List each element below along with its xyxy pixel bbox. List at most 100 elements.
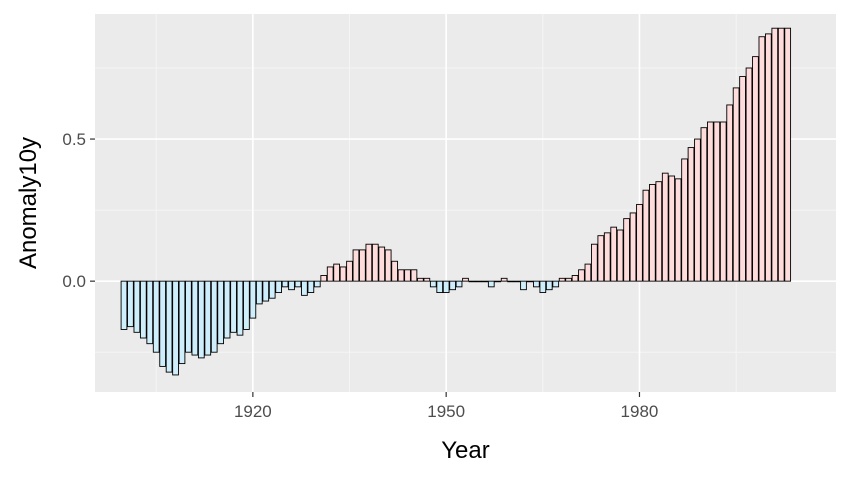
bar <box>784 27 792 282</box>
bars <box>120 27 792 376</box>
bar <box>165 280 173 373</box>
bar <box>732 87 740 282</box>
y-axis-title: Anomaly10y <box>15 137 42 269</box>
x-tick-label: 1950 <box>427 402 465 421</box>
bar <box>507 280 514 283</box>
bar <box>172 280 179 376</box>
bar <box>152 280 160 353</box>
bar <box>610 226 618 282</box>
y-tick-label: 0.0 <box>62 272 86 291</box>
bar <box>494 280 502 283</box>
bar <box>739 76 746 282</box>
bar <box>636 203 643 282</box>
bar <box>681 158 688 282</box>
bar <box>178 280 186 365</box>
y-tick-label: 0.5 <box>62 130 86 149</box>
bar <box>371 243 379 282</box>
bar <box>139 280 147 339</box>
bar <box>668 175 676 282</box>
bar <box>352 249 360 282</box>
bar <box>539 280 547 293</box>
x-axis: 1920 1950 1980 <box>234 392 658 421</box>
bar <box>204 280 212 356</box>
bar <box>378 246 386 282</box>
bar <box>603 232 611 282</box>
bar <box>533 280 540 288</box>
bar <box>191 280 199 356</box>
bar <box>520 280 527 291</box>
bar <box>752 56 759 282</box>
bar <box>133 280 141 333</box>
bar <box>185 280 192 353</box>
bar <box>197 280 205 359</box>
bar <box>597 235 605 282</box>
bar <box>288 280 295 291</box>
bar <box>642 189 650 282</box>
bar <box>584 263 592 282</box>
bar <box>449 280 456 291</box>
bar <box>661 172 669 282</box>
bar <box>146 280 154 345</box>
bar <box>616 229 624 282</box>
bar <box>591 243 598 282</box>
x-tick-label: 1920 <box>234 402 272 421</box>
bar <box>655 181 663 282</box>
bar <box>359 249 366 282</box>
bar <box>649 184 656 282</box>
bar <box>771 27 779 282</box>
bar <box>552 280 560 288</box>
bar <box>294 280 302 288</box>
bar <box>262 280 270 302</box>
bar <box>230 280 237 333</box>
bar <box>346 260 353 282</box>
bar <box>629 212 637 282</box>
bar <box>275 280 282 293</box>
bar <box>384 249 392 282</box>
bar <box>243 280 250 330</box>
bar <box>159 280 167 367</box>
bar <box>301 280 308 296</box>
bar <box>694 138 701 282</box>
bar <box>423 277 431 282</box>
bar <box>713 121 721 282</box>
bar <box>687 147 695 282</box>
bar <box>417 277 424 282</box>
bar <box>455 280 463 288</box>
bar <box>429 280 437 288</box>
bar <box>442 280 450 293</box>
bar <box>700 127 708 282</box>
x-tick-label: 1980 <box>621 402 659 421</box>
bar <box>217 280 224 345</box>
bar <box>558 277 566 282</box>
bar <box>281 280 289 288</box>
bar <box>307 280 315 293</box>
bar <box>764 33 772 282</box>
bar <box>120 280 128 330</box>
bar <box>236 280 244 336</box>
bar <box>436 280 444 293</box>
bar <box>513 280 521 283</box>
bar <box>468 280 476 283</box>
bar <box>313 280 321 288</box>
bar <box>223 280 231 339</box>
bar <box>320 275 328 282</box>
bar <box>397 269 405 282</box>
bar <box>462 277 469 282</box>
bar <box>268 280 276 299</box>
bar <box>210 280 218 353</box>
bar <box>745 67 753 282</box>
bar <box>410 269 418 282</box>
bar <box>339 266 347 282</box>
bar <box>758 36 766 282</box>
y-axis: 0.0 0.5 <box>62 130 95 291</box>
bar <box>404 269 411 282</box>
bar <box>391 260 398 282</box>
bar <box>719 121 727 282</box>
bar <box>526 280 534 283</box>
bar <box>578 269 585 282</box>
bar <box>726 104 734 282</box>
bar <box>545 280 553 291</box>
bar <box>707 121 714 282</box>
bar <box>565 277 572 282</box>
